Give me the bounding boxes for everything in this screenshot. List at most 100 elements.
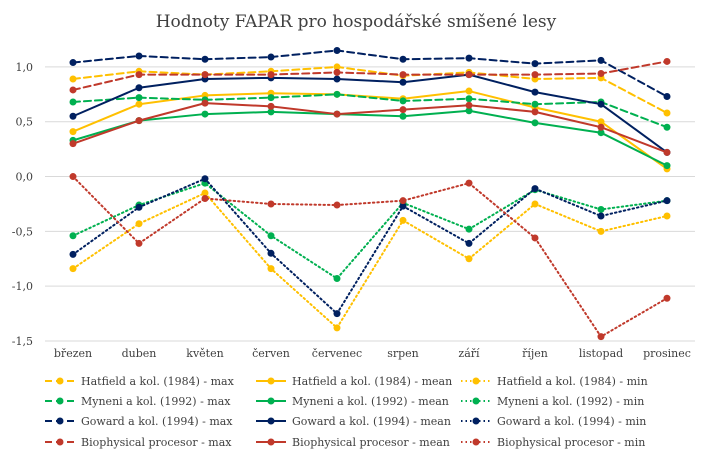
data-point (267, 53, 275, 61)
data-point (531, 234, 539, 242)
data-point (69, 265, 77, 273)
gridlines (45, 66, 695, 342)
data-point (663, 197, 671, 205)
data-point (465, 225, 473, 233)
data-point (135, 84, 143, 92)
data-point (663, 148, 671, 156)
legend-label: Hatfield a kol. (1984) - mean (292, 375, 452, 388)
data-point (531, 88, 539, 96)
data-point (465, 54, 473, 62)
data-point (531, 100, 539, 108)
data-point (597, 118, 605, 126)
series-5 (69, 179, 671, 283)
legend-label: Goward a kol. (1994) - max (81, 415, 233, 428)
x-tick-label: květen (186, 347, 223, 360)
data-point (135, 71, 143, 79)
data-point (399, 112, 407, 120)
legend-marker (267, 397, 275, 405)
data-point (333, 110, 341, 118)
series-line (72, 109, 668, 167)
data-point (69, 128, 77, 136)
data-point (69, 86, 77, 94)
data-point (465, 255, 473, 263)
legend-item: Hatfield a kol. (1984) - max (45, 375, 235, 388)
x-axis-ticks: březen duben květen červen červenec srpen září… (54, 347, 691, 360)
y-tick-label: 0,5 (16, 116, 34, 129)
data-point (531, 60, 539, 68)
legend-marker (267, 438, 275, 446)
legend-label: Myneni a kol. (1992) - mean (292, 395, 449, 408)
x-tick-label: listopad (579, 347, 623, 360)
legend: Hatfield a kol. (1984) - max Hatfield a k… (45, 375, 648, 449)
data-point (267, 94, 275, 102)
data-point (267, 108, 275, 116)
x-tick-label: srpen (387, 347, 419, 360)
data-point (465, 107, 473, 115)
data-point (399, 71, 407, 79)
data-point (135, 203, 143, 211)
x-tick-label: září (458, 347, 480, 360)
data-point (333, 63, 341, 71)
x-tick-label: prosinec (643, 347, 691, 360)
data-point (663, 162, 671, 170)
series-6 (69, 46, 671, 101)
data-point (69, 140, 77, 148)
legend-marker (56, 397, 64, 405)
series-10 (69, 99, 671, 156)
data-point (333, 68, 341, 76)
legend-item: Goward a kol. (1994) - min (461, 415, 646, 428)
data-point (465, 95, 473, 103)
data-point (663, 93, 671, 101)
legend-marker (267, 377, 275, 385)
series-2 (69, 189, 671, 332)
x-tick-label: červenec (312, 347, 362, 360)
data-point (597, 333, 605, 341)
data-point (333, 310, 341, 318)
data-point (399, 202, 407, 210)
y-tick-label: -1,0 (12, 280, 33, 293)
data-point (69, 232, 77, 240)
data-point (135, 94, 143, 102)
legend-item: Goward a kol. (1994) - mean (256, 415, 451, 428)
data-point (597, 227, 605, 235)
series-line (72, 90, 668, 170)
series-11 (69, 173, 671, 341)
legend-marker (56, 377, 64, 385)
legend-label: Biophysical procesor - mean (292, 436, 450, 449)
series-line (72, 182, 668, 280)
data-point (399, 97, 407, 105)
x-tick-label: březen (54, 347, 92, 360)
data-point (597, 129, 605, 137)
legend-label: Biophysical procesor - max (81, 436, 232, 449)
data-point (663, 294, 671, 302)
legend-item: Myneni a kol. (1992) - mean (256, 395, 449, 408)
series-line (72, 177, 668, 315)
data-point (531, 185, 539, 193)
data-point (69, 59, 77, 67)
data-point (69, 98, 77, 106)
chart-title: Hodnoty FAPAR pro hospodářské smíšené le… (156, 12, 557, 32)
data-point (465, 101, 473, 109)
data-point (333, 275, 341, 283)
data-point (201, 99, 209, 107)
series-lines (69, 46, 671, 341)
x-tick-label: červen (252, 347, 290, 360)
data-point (201, 175, 209, 183)
data-point (333, 90, 341, 98)
data-point (531, 200, 539, 208)
y-tick-label: -0,5 (12, 225, 33, 238)
data-point (69, 250, 77, 258)
legend-marker (472, 397, 480, 405)
legend-item: Goward a kol. (1994) - max (45, 415, 233, 428)
data-point (597, 123, 605, 131)
series-3 (69, 90, 671, 131)
data-point (201, 110, 209, 118)
data-point (135, 117, 143, 125)
data-point (597, 56, 605, 64)
data-point (399, 216, 407, 224)
data-point (69, 173, 77, 181)
data-point (135, 239, 143, 247)
data-point (135, 220, 143, 228)
data-point (333, 324, 341, 332)
